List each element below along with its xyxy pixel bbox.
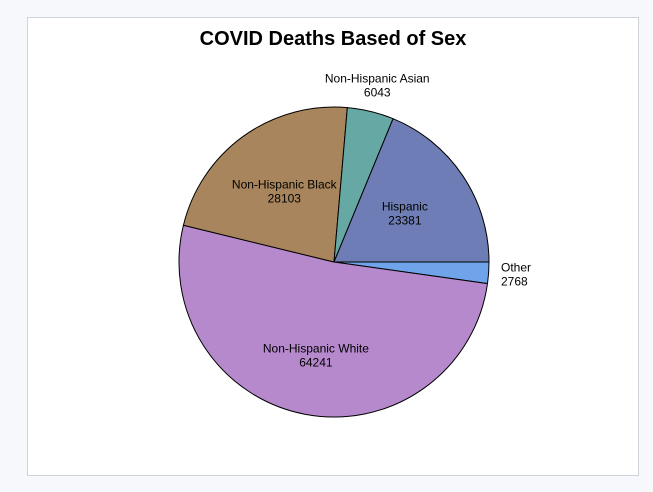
slice-label-hispanic: Hispanic 23381 [382,200,428,228]
pie-slice-non-hispanic-white [178,224,489,418]
slice-label-non-hispanic-asian: Non-Hispanic Asian 6043 [325,71,430,99]
slice-label-non-hispanic-white: Non-Hispanic White 64241 [263,341,369,369]
pie-slice-non-hispanic-black [182,106,348,263]
pie-slice-hispanic [333,118,490,263]
chart-title: COVID Deaths Based of Sex [199,28,467,50]
slice-label-other: Other 2768 [501,261,531,289]
slice-label-non-hispanic-black: Non-Hispanic Black 28103 [232,178,338,206]
